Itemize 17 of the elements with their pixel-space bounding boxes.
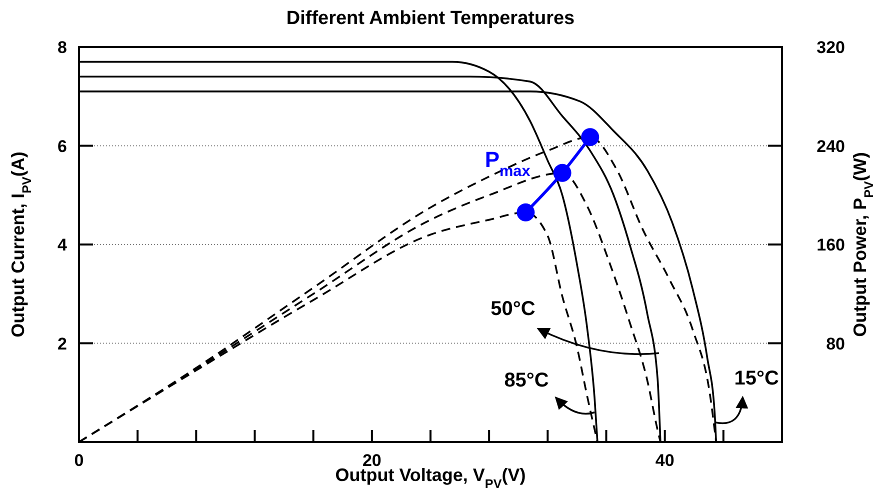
y-tick-label: 2 [58, 334, 67, 354]
y2-tick-label: 80 [826, 334, 845, 354]
annotation: 85°C [504, 369, 549, 392]
x-tick-label: 0 [74, 451, 84, 470]
chart-title: Different Ambient Temperatures [286, 8, 575, 29]
annotation: 50°C [490, 298, 536, 320]
y2-tick-label: 320 [816, 38, 845, 57]
y2-tick-label: 160 [816, 236, 845, 254]
annotation: 15°C [734, 367, 779, 390]
y-tick-label: 8 [58, 38, 67, 57]
y-tick-label: 4 [58, 236, 68, 254]
y-tick-label: 6 [58, 136, 67, 156]
y2-tick-label: 240 [816, 136, 845, 156]
point [581, 128, 600, 146]
x-tick-label: 40 [655, 451, 674, 470]
series-label: P$_{max}$ [484, 146, 531, 180]
point [516, 203, 535, 222]
